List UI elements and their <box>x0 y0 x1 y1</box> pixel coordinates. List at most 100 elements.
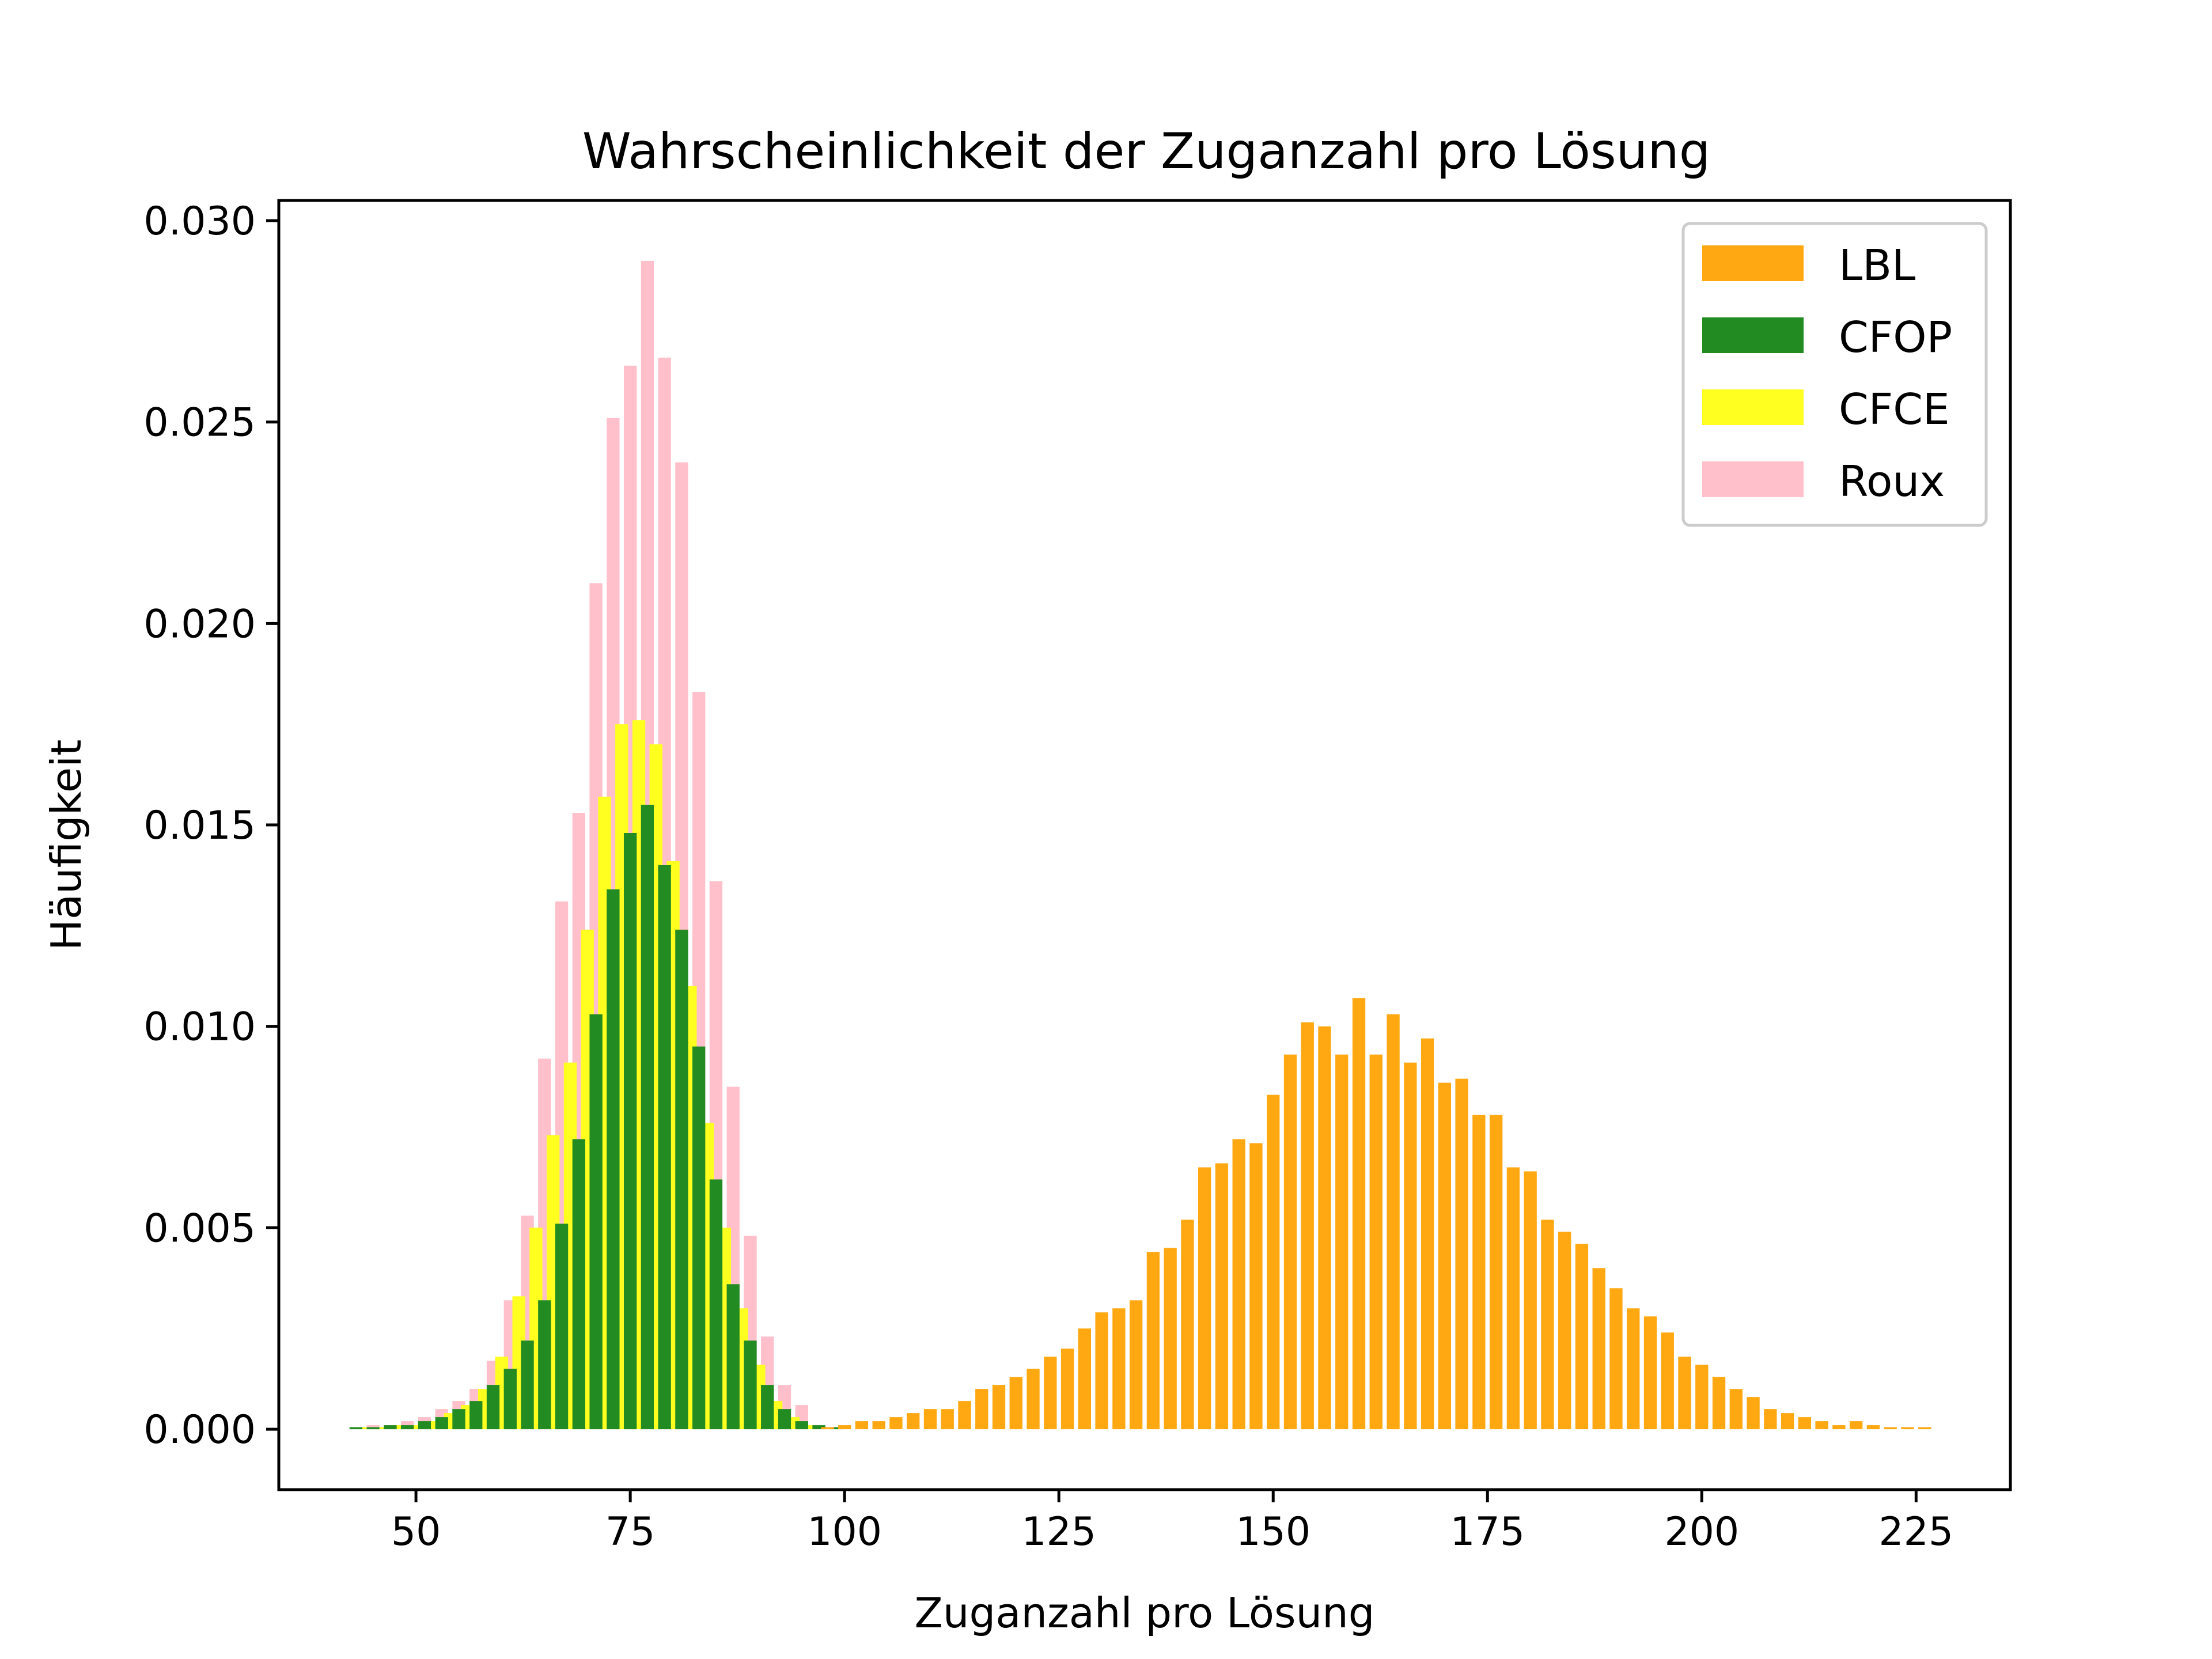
bar-lbl-220 <box>1866 1425 1880 1430</box>
bar-cfop-65 <box>538 1300 551 1430</box>
bar-lbl-164 <box>1387 1014 1400 1430</box>
x-tick-label-150: 150 <box>1236 1509 1310 1555</box>
bar-cfop-63 <box>521 1340 534 1430</box>
bar-lbl-216 <box>1832 1425 1846 1430</box>
bar-lbl-190 <box>1609 1288 1623 1430</box>
bar-lbl-112 <box>941 1409 954 1430</box>
chart-title: Wahrscheinlichkeit der Zuganzahl pro Lös… <box>582 123 1711 180</box>
bar-lbl-132 <box>1112 1308 1126 1430</box>
bar-lbl-206 <box>1747 1397 1760 1430</box>
bar-lbl-160 <box>1352 998 1366 1430</box>
bar-cfop-51 <box>418 1421 431 1430</box>
x-tick-label-75: 75 <box>605 1509 656 1555</box>
bar-lbl-148 <box>1249 1143 1263 1430</box>
bar-lbl-116 <box>975 1389 988 1430</box>
bar-lbl-130 <box>1095 1312 1108 1430</box>
bar-lbl-114 <box>958 1401 971 1430</box>
bar-lbl-156 <box>1318 1026 1331 1430</box>
bar-lbl-174 <box>1472 1115 1486 1430</box>
bar-cfop-55 <box>452 1409 465 1430</box>
y-tick-label-4: 0.020 <box>143 601 256 647</box>
bar-cfop-93 <box>778 1409 791 1430</box>
bar-lbl-138 <box>1164 1248 1177 1430</box>
bar-lbl-218 <box>1849 1421 1863 1430</box>
bar-lbl-186 <box>1575 1244 1589 1430</box>
y-axis-label: Häufigkeit <box>42 740 90 951</box>
bar-cfop-95 <box>795 1421 808 1430</box>
bar-lbl-208 <box>1764 1409 1777 1430</box>
x-axis-label: Zuganzahl pro Lösung <box>915 1589 1375 1637</box>
bar-lbl-154 <box>1301 1022 1314 1430</box>
x-tick-label-100: 100 <box>807 1509 882 1555</box>
x-axis: 50 75 100 125 150 175 200 225 <box>391 1490 1953 1555</box>
bar-lbl-144 <box>1215 1163 1229 1430</box>
bar-lbl-128 <box>1078 1328 1091 1430</box>
bar-cfop-71 <box>589 1014 603 1430</box>
legend-frame <box>1681 222 1988 527</box>
bar-lbl-222 <box>1884 1427 1897 1430</box>
bar-lbl-140 <box>1181 1219 1194 1430</box>
bar-lbl-184 <box>1558 1232 1571 1430</box>
y-tick-label-2: 0.010 <box>143 1005 256 1050</box>
bar-cfop-69 <box>572 1139 585 1430</box>
bar-lbl-108 <box>907 1413 920 1430</box>
bar-lbl-204 <box>1729 1389 1743 1430</box>
bar-lbl-142 <box>1198 1167 1211 1430</box>
bar-cfop-53 <box>435 1417 448 1430</box>
bar-cfce-96 <box>804 1425 817 1430</box>
bar-lbl-194 <box>1643 1316 1657 1430</box>
legend-label-lbl: LBL <box>1839 241 1915 290</box>
legend-swatch-lbl <box>1702 245 1804 281</box>
bar-lbl-118 <box>992 1385 1006 1430</box>
bar-lbl-158 <box>1335 1054 1349 1430</box>
bar-lbl-182 <box>1541 1219 1554 1430</box>
y-tick-label-1: 0.005 <box>143 1206 256 1251</box>
y-tick-label-0: 0.000 <box>143 1407 256 1453</box>
bar-lbl-224 <box>1901 1427 1914 1430</box>
bar-lbl-104 <box>872 1421 885 1430</box>
legend-swatch-roux <box>1702 461 1804 497</box>
bar-lbl-162 <box>1369 1054 1382 1430</box>
x-tick-label-200: 200 <box>1664 1509 1739 1555</box>
legend-label-cfce: CFCE <box>1839 385 1950 434</box>
bar-cfop-61 <box>503 1369 517 1430</box>
plot-frame <box>277 199 2012 1491</box>
bar-cfop-79 <box>658 865 671 1430</box>
bar-lbl-196 <box>1661 1332 1674 1430</box>
bar-lbl-198 <box>1678 1357 1691 1430</box>
bar-cfop-89 <box>744 1340 757 1430</box>
bar-lbl-200 <box>1695 1365 1709 1430</box>
y-tick-label-6: 0.030 <box>143 199 256 244</box>
bar-lbl-150 <box>1267 1094 1280 1430</box>
x-tick-label-125: 125 <box>1021 1509 1096 1555</box>
bar-lbl-192 <box>1627 1308 1640 1430</box>
y-axis: 0.000 0.005 0.010 0.015 0.020 0.025 0.030 <box>143 199 279 1453</box>
y-tick-label-3: 0.015 <box>143 803 256 849</box>
bar-lbl-172 <box>1455 1078 1468 1430</box>
bar-lbl-120 <box>1009 1377 1022 1430</box>
legend-label-roux: Roux <box>1839 457 1945 506</box>
bar-lbl-212 <box>1798 1417 1812 1430</box>
bar-lbl-98 <box>821 1427 834 1430</box>
bar-lbl-176 <box>1489 1115 1503 1430</box>
bar-lbl-168 <box>1421 1038 1434 1430</box>
bar-lbl-124 <box>1044 1357 1057 1430</box>
bar-cfop-91 <box>761 1385 774 1430</box>
bar-lbl-122 <box>1027 1369 1040 1430</box>
bar-cfce-44 <box>358 1427 371 1430</box>
bar-cfop-57 <box>469 1401 483 1430</box>
bar-lbl-136 <box>1146 1252 1160 1430</box>
y-tick-label-5: 0.025 <box>143 400 256 446</box>
bar-lbl-110 <box>923 1409 937 1430</box>
bar-lbl-100 <box>838 1425 851 1430</box>
bar-cfce-48 <box>392 1425 406 1430</box>
bar-lbl-202 <box>1712 1377 1726 1430</box>
bar-lbl-188 <box>1592 1268 1605 1430</box>
bar-cfop-83 <box>692 1046 706 1430</box>
bar-cfce-46 <box>375 1427 388 1430</box>
bar-roux-45 <box>366 1425 380 1430</box>
bars-layer <box>349 260 1931 1430</box>
bar-cfce-50 <box>409 1425 423 1430</box>
bar-lbl-152 <box>1283 1054 1297 1430</box>
bar-cfop-47 <box>384 1425 397 1430</box>
